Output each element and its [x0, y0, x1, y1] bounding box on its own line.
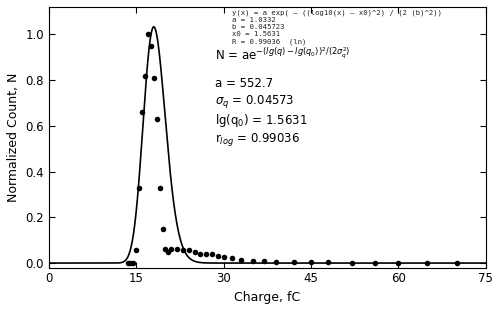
- Point: [164, 249, 172, 254]
- Point: [130, 261, 138, 266]
- Point: [138, 110, 146, 115]
- Point: [167, 247, 175, 252]
- Point: [144, 32, 152, 37]
- Point: [248, 258, 256, 263]
- Point: [371, 261, 379, 266]
- Point: [307, 259, 315, 264]
- Point: [452, 261, 460, 266]
- Point: [126, 261, 134, 266]
- Point: [348, 261, 356, 266]
- Point: [208, 251, 216, 256]
- Point: [152, 117, 160, 122]
- Point: [214, 254, 222, 259]
- Point: [158, 226, 166, 231]
- X-axis label: Charge, fC: Charge, fC: [234, 291, 300, 304]
- Point: [156, 185, 164, 190]
- Point: [132, 248, 140, 253]
- Point: [228, 256, 236, 261]
- Point: [290, 259, 298, 264]
- Point: [190, 249, 198, 254]
- Point: [394, 261, 402, 266]
- Point: [260, 258, 268, 263]
- Text: N = ae$^{-(lg(q) - lg(q_0))^2/(2\sigma_q^2)}$: N = ae$^{-(lg(q) - lg(q_0))^2/(2\sigma_q…: [215, 46, 350, 63]
- Text: y(x) = a exp( – ((log10(x) – x0)^2) / (2 (b)^2))
a = 1.0332
b = 0.045723
x0 = 1.: y(x) = a exp( – ((log10(x) – x0)^2) / (2…: [232, 10, 442, 44]
- Point: [135, 185, 143, 190]
- Point: [220, 255, 228, 260]
- Point: [162, 247, 170, 252]
- Point: [147, 43, 155, 48]
- Point: [272, 259, 280, 264]
- Point: [237, 257, 245, 262]
- Point: [202, 251, 210, 256]
- Point: [324, 259, 332, 264]
- Point: [184, 248, 192, 253]
- Point: [179, 248, 187, 253]
- Y-axis label: Normalized Count, N: Normalized Count, N: [7, 72, 20, 202]
- Point: [150, 75, 158, 80]
- Point: [124, 261, 132, 266]
- Point: [424, 261, 432, 266]
- Point: [141, 73, 149, 78]
- Point: [196, 251, 204, 256]
- Text: a = 552.7
$\sigma_q$ = 0.04573
lg(q$_0$) = 1.5631
r$_{log}$ = 0.99036: a = 552.7 $\sigma_q$ = 0.04573 lg(q$_0$)…: [215, 77, 308, 148]
- Point: [173, 247, 181, 252]
